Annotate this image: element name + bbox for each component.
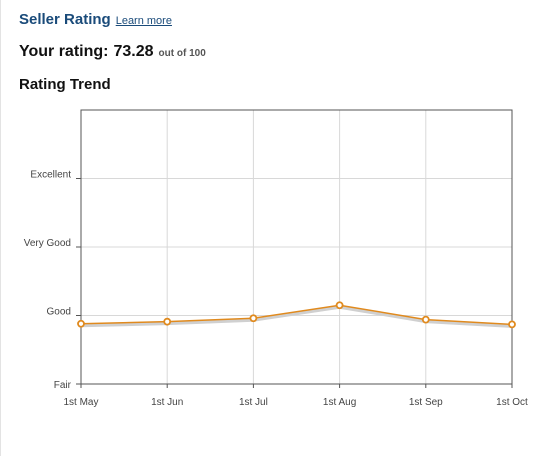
x-tick-label: 1st Aug	[323, 397, 356, 408]
data-point[interactable]	[508, 320, 516, 329]
series-line-shadow	[80, 305, 513, 328]
x-tick-label: 1st Sep	[409, 397, 443, 408]
data-point[interactable]	[335, 301, 344, 310]
rating-value: 73.28	[113, 43, 154, 60]
data-point[interactable]	[421, 315, 430, 324]
data-point[interactable]	[249, 314, 258, 323]
x-tick-label: 1st Jul	[239, 397, 268, 408]
data-point[interactable]	[163, 317, 172, 326]
trend-title: Rating Trend	[19, 76, 111, 93]
panel-title: Seller Rating	[19, 11, 111, 28]
y-tick-label: Very Good	[24, 238, 71, 249]
learn-more-link[interactable]: Learn more	[115, 15, 172, 27]
y-tick-label: Fair	[54, 380, 72, 391]
y-tick-label: Excellent	[30, 170, 71, 181]
rating-label: Your rating:	[19, 43, 109, 60]
panel-header: Seller Rating Learn more	[19, 11, 172, 28]
x-tick-label: 1st Oct	[496, 397, 528, 408]
y-tick-label: Good	[47, 307, 71, 318]
data-point[interactable]	[77, 319, 85, 328]
x-tick-label: 1st May	[63, 397, 98, 408]
series-line	[80, 304, 513, 326]
x-tick-label: 1st Jun	[151, 397, 183, 408]
rating-out-of: out of 100	[158, 48, 206, 59]
rating-summary: Your rating: 73.28 out of 100	[19, 43, 206, 61]
